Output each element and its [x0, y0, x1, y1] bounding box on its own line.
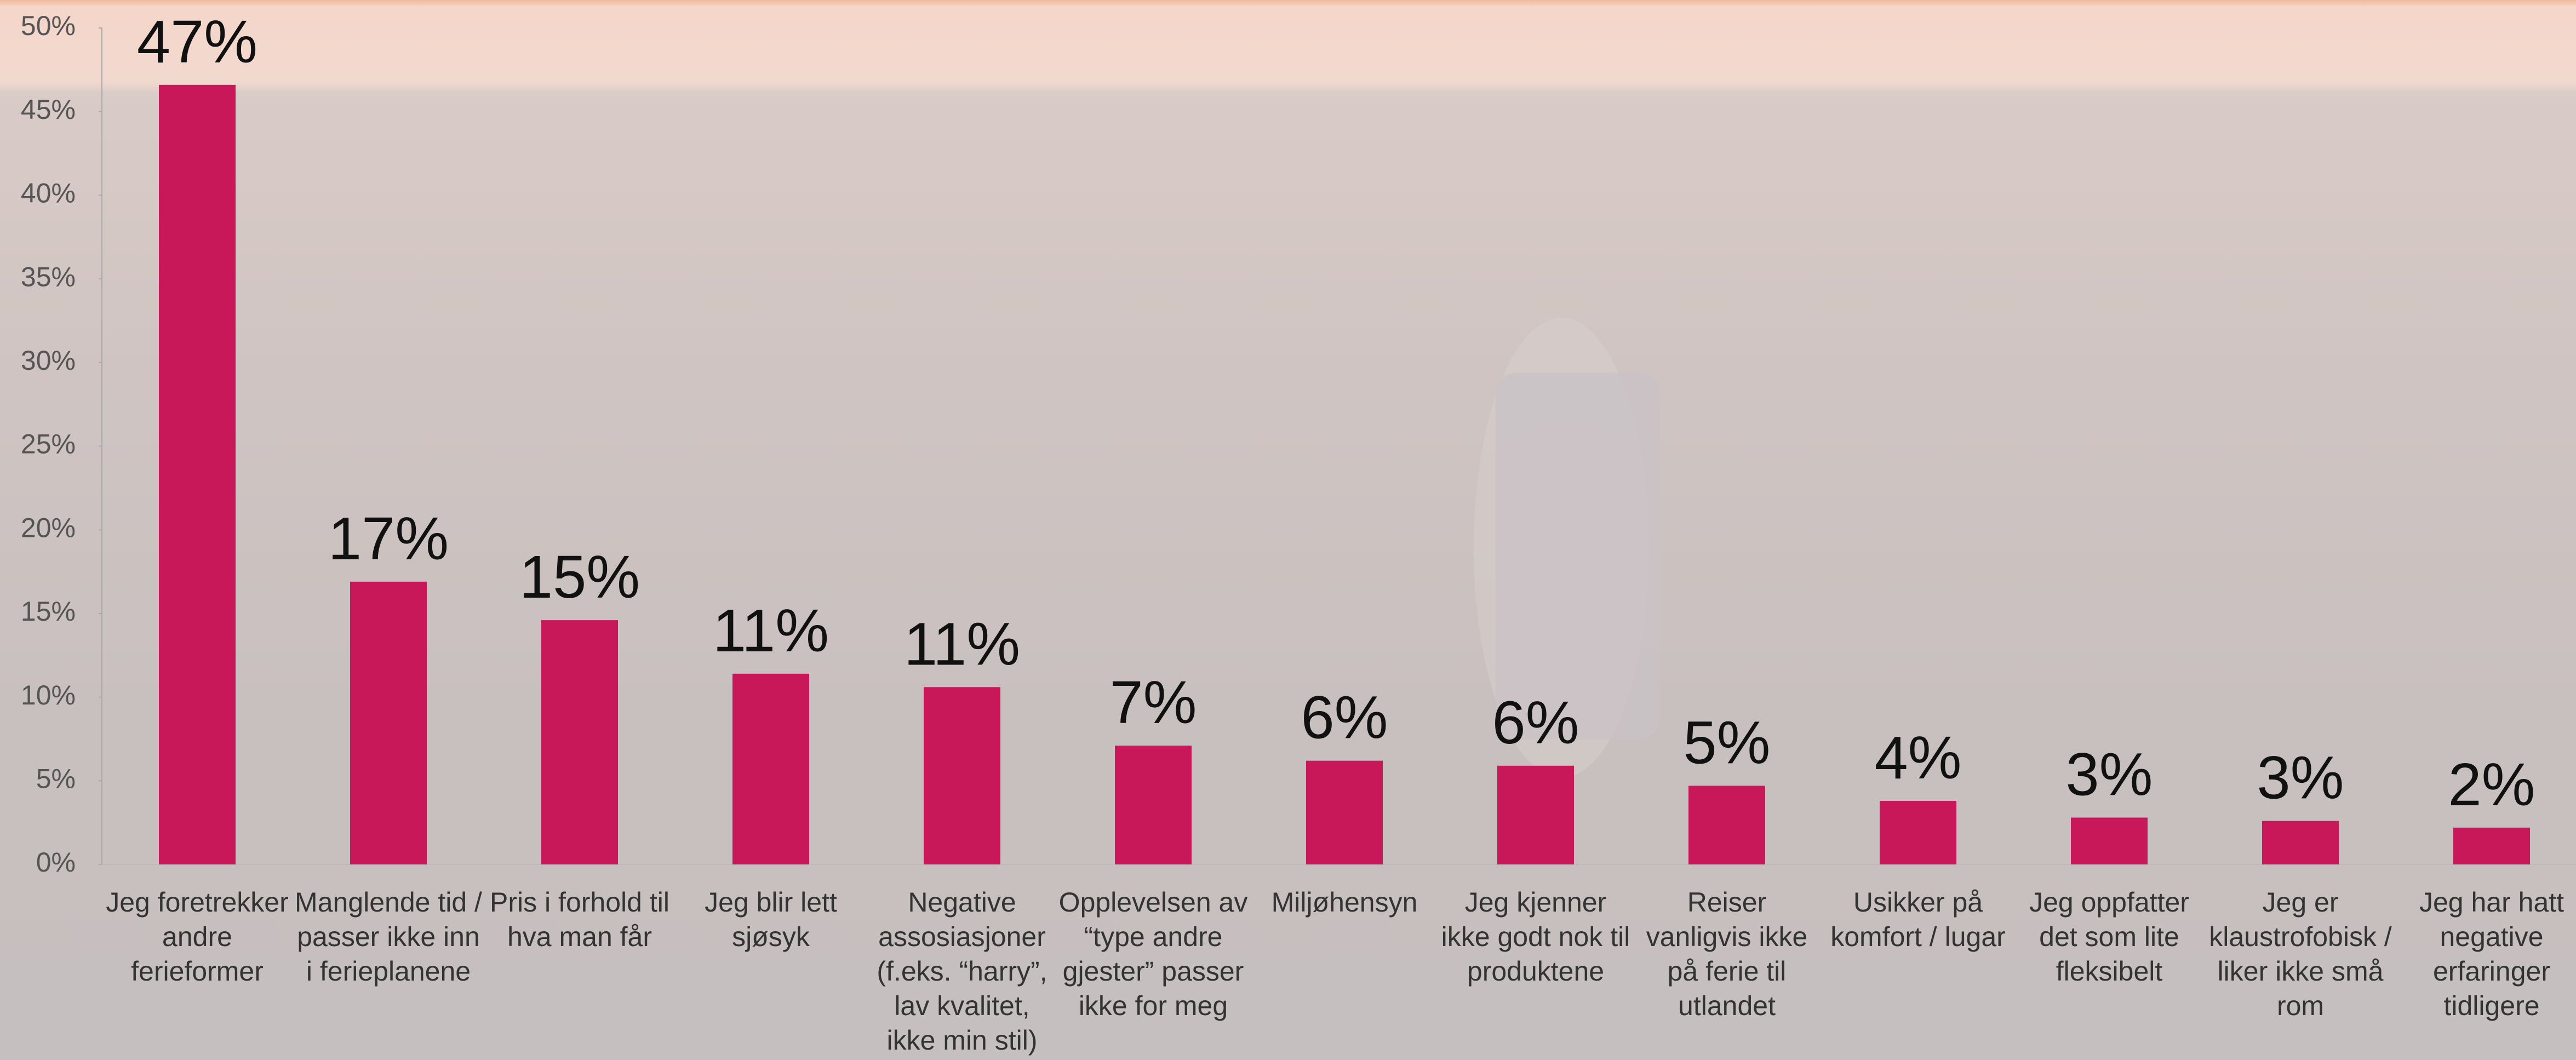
x-tick-label: Negative assosiasjoner (f.eks. “harry”, …: [877, 887, 1047, 1056]
x-tick-label: Usikker på komfort / lugar: [1830, 887, 2006, 952]
x-tick-label: Jeg er klaustrofobisk / liker ikke små r…: [2209, 887, 2392, 1021]
value-label: 3%: [2066, 741, 2153, 809]
y-tick-label: 30%: [21, 345, 76, 376]
bar: [2262, 821, 2339, 864]
x-tick-label: Jeg blir lett sjøsyk: [705, 887, 837, 952]
bar: [2071, 817, 2148, 864]
bar: [924, 687, 1000, 864]
bar: [1306, 760, 1383, 864]
x-tick-label: Jeg foretrekker andre ferieformer: [106, 887, 289, 987]
x-tick-label: Opplevelsen av “type andre gjester” pass…: [1058, 887, 1248, 1021]
x-tick-label: Reiser vanligvis ikke på ferie til utlan…: [1646, 887, 1808, 1021]
value-label: 47%: [137, 8, 257, 76]
value-label: 17%: [328, 505, 449, 572]
value-label: 15%: [519, 543, 640, 611]
value-label: 3%: [2257, 744, 2344, 812]
value-label: 5%: [1684, 709, 1771, 777]
y-tick-label: 0%: [36, 847, 76, 878]
bar: [1115, 746, 1192, 864]
y-tick-label: 20%: [21, 512, 76, 543]
bar: [159, 84, 236, 865]
x-tick-label: Manglende tid / passer ikke inn i feriep…: [295, 887, 482, 987]
value-label: 11%: [904, 610, 1020, 678]
bar: [541, 620, 618, 864]
value-label: 7%: [1110, 669, 1197, 736]
value-label: 11%: [713, 597, 829, 664]
y-tick-label: 25%: [21, 429, 76, 460]
y-tick-label: 50%: [21, 10, 76, 41]
y-tick-label: 10%: [21, 680, 76, 711]
x-tick-label: Jeg oppfatter det som lite fleksibelt: [2029, 887, 2189, 987]
y-tick-label: 35%: [21, 261, 76, 292]
y-tick-label: 40%: [21, 178, 76, 209]
value-label: 2%: [2448, 751, 2535, 818]
y-tick-label: 45%: [21, 94, 76, 125]
bar: [1880, 800, 1956, 864]
bar: [1497, 765, 1574, 864]
value-label: 6%: [1492, 689, 1579, 757]
value-label: 4%: [1875, 724, 1962, 792]
x-tick-label: Jeg har hatt negative erfaringer tidlige…: [2419, 887, 2564, 1021]
x-tick-label: Pris i forhold til hva man får: [490, 887, 669, 952]
y-tick-label: 15%: [21, 596, 76, 627]
bar: [350, 581, 427, 864]
y-tick-label: 5%: [36, 764, 76, 794]
bar: [2453, 827, 2530, 864]
bar: [1688, 786, 1765, 864]
x-tick-label: Jeg kjenner ikke godt nok til produktene: [1441, 887, 1630, 987]
x-tick-label: Miljøhensyn: [1271, 887, 1418, 918]
bar: [732, 673, 809, 864]
value-label: 6%: [1301, 684, 1388, 752]
ship: [1496, 373, 1660, 740]
